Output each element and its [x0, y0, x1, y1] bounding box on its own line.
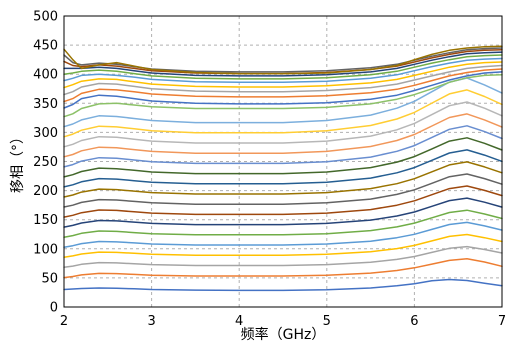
series-line-19: [63, 71, 503, 109]
series-line-22: [63, 61, 503, 89]
y-tick-label: 450: [33, 39, 58, 54]
series-line-3: [63, 245, 503, 269]
series-line-16: [63, 89, 503, 138]
series-line-20: [63, 68, 503, 103]
series-line-5: [63, 221, 503, 248]
series-line-8: [63, 185, 503, 218]
series-line-15: [63, 101, 503, 148]
y-tick-label: 50: [41, 271, 58, 286]
y-tick-label: 500: [33, 10, 58, 25]
x-tick-label: 2: [60, 314, 68, 329]
series-line-21: [63, 64, 503, 96]
x-tick-label: 3: [147, 314, 155, 329]
series-line-28: [63, 45, 503, 75]
plot-frame: [63, 15, 503, 308]
y-tick-label: 200: [33, 184, 58, 199]
x-axis-label: 频率（GHz）: [241, 326, 326, 343]
y-tick-label: 150: [33, 213, 58, 228]
y-tick-label: 100: [33, 242, 58, 257]
y-tick-label: 250: [33, 155, 58, 170]
y-tick-label: 400: [33, 68, 58, 83]
x-tick-label: 7: [498, 314, 506, 329]
series-line-27: [63, 47, 503, 73]
series-line-7: [63, 197, 503, 228]
x-tick-label: 5: [323, 314, 331, 329]
series-line-18: [63, 74, 503, 118]
y-axis-label: 移相（°）: [10, 130, 26, 193]
y-tick-label: 0: [50, 301, 58, 316]
series-line-12: [63, 137, 503, 178]
x-tick-label: 4: [235, 314, 243, 329]
series-line-2: [63, 258, 503, 279]
x-tick-labels: 2 3 4 5 6 7: [60, 314, 506, 329]
y-tick-label: 350: [33, 97, 58, 112]
y-tick-label: 300: [33, 126, 58, 141]
series-line-11: [63, 149, 503, 188]
series-line-25: [63, 51, 503, 77]
series-line-23: [63, 57, 503, 84]
series-line-14: [63, 113, 503, 158]
series-line-10: [63, 161, 503, 198]
series-line-24: [63, 54, 503, 80]
series-line-6: [63, 209, 503, 238]
x-tick-label: 6: [410, 314, 418, 329]
y-tick-labels: 0 50 100 150 200 250 300 350 400 450 500: [33, 10, 58, 316]
series-line-4: [63, 233, 503, 258]
series-line-9: [63, 173, 503, 208]
series-line-1: [63, 278, 503, 292]
series-line-13: [63, 125, 503, 168]
series-group: [63, 45, 503, 292]
